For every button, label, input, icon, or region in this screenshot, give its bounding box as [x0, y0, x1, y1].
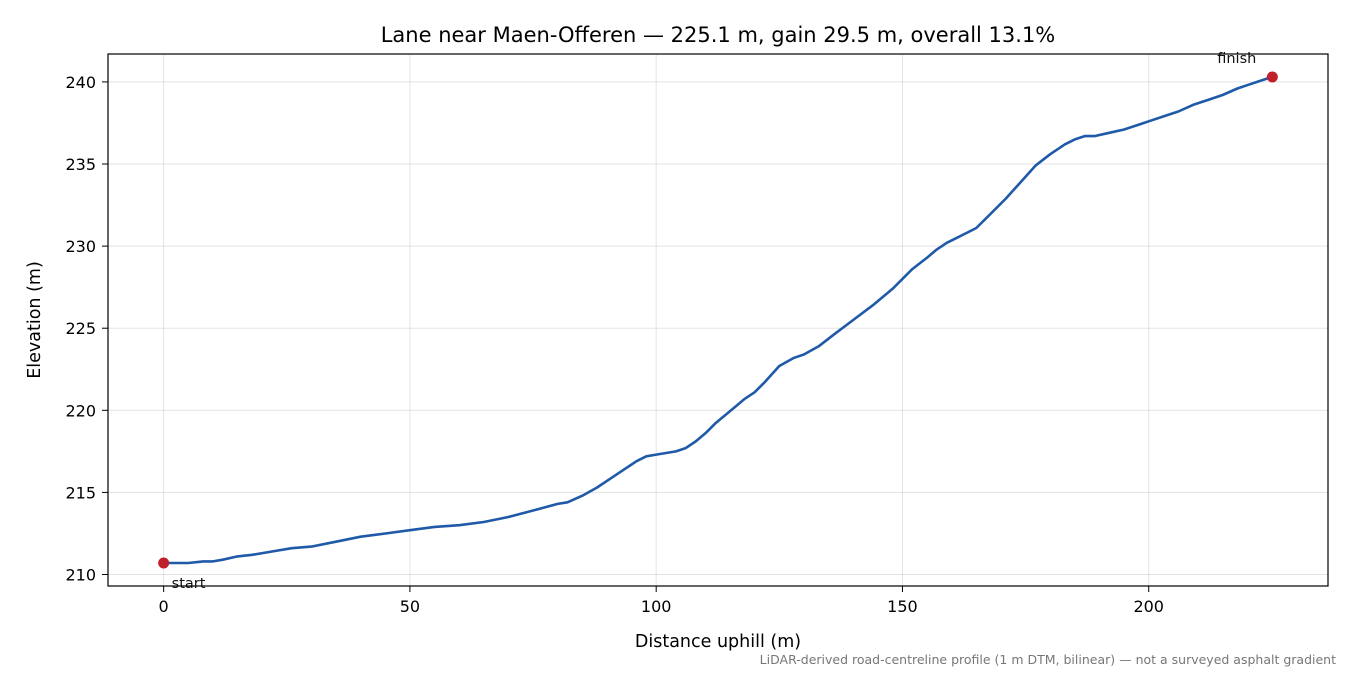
finish-marker: [1266, 71, 1278, 83]
y-tick-label: 215: [65, 483, 96, 502]
elevation-profile-line: [162, 75, 1274, 565]
y-tick-label: 240: [65, 73, 96, 92]
data-source-footnote: LiDAR-derived road-centreline profile (1…: [760, 652, 1336, 667]
chart-title: Lane near Maen-Offeren — 225.1 m, gain 2…: [381, 23, 1056, 47]
y-tick-label: 235: [65, 155, 96, 174]
axis-ticks: 0 50 100 150 200 210 215 220 225 230 235 240: [65, 73, 1164, 616]
x-tick-label: 100: [641, 597, 672, 616]
y-tick-label: 220: [65, 401, 96, 420]
x-axis-label: Distance uphill (m): [635, 632, 801, 652]
y-tick-label: 225: [65, 319, 96, 338]
x-tick-label: 0: [159, 597, 169, 616]
y-tick-label: 230: [65, 237, 96, 256]
plot-frame: [107, 53, 1329, 587]
start-marker: [158, 557, 170, 569]
x-tick-label: 50: [400, 597, 420, 616]
start-label: start: [172, 576, 206, 592]
x-tick-label: 200: [1133, 597, 1164, 616]
y-tick-label: 210: [65, 566, 96, 585]
grid-lines: [108, 54, 1328, 586]
x-tick-label: 150: [887, 597, 918, 616]
y-axis-label: Elevation (m): [25, 261, 45, 379]
endpoint-markers: start finish: [158, 51, 1278, 592]
finish-label: finish: [1217, 51, 1256, 67]
